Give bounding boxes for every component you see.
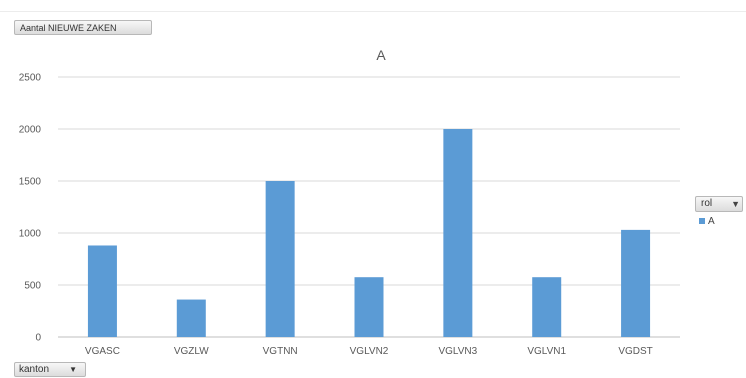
y-tick-label: 1500 bbox=[19, 177, 42, 188]
x-tick-label: VGLVN2 bbox=[350, 346, 389, 357]
value-field-button[interactable]: Aantal NIEUWE ZAKEN bbox=[14, 20, 152, 35]
chart-title: A bbox=[376, 47, 386, 63]
axis-field-button[interactable]: kanton ▼ bbox=[14, 362, 86, 377]
legend-field-button[interactable]: rol ▼ bbox=[695, 196, 743, 212]
x-tick-label: VGZLW bbox=[174, 346, 209, 357]
y-tick-label: 1000 bbox=[19, 229, 42, 240]
y-tick-label: 500 bbox=[24, 281, 41, 292]
y-tick-label: 2000 bbox=[19, 125, 42, 136]
legend-field-label: rol bbox=[701, 198, 713, 209]
filter-icon[interactable]: ▼ bbox=[731, 199, 740, 209]
bar-vglvn3[interactable] bbox=[443, 129, 473, 337]
axis-field-label: kanton bbox=[19, 364, 50, 375]
legend-swatch bbox=[699, 218, 705, 225]
top-divider bbox=[0, 11, 746, 12]
bar-vglvn2[interactable] bbox=[354, 277, 384, 337]
bar-vgasc[interactable] bbox=[87, 245, 117, 337]
x-tick-label: VGDST bbox=[618, 346, 652, 357]
legend-entry-label: A bbox=[708, 216, 715, 227]
bar-vgdst[interactable] bbox=[621, 229, 651, 337]
legend-entry: A bbox=[699, 217, 715, 227]
dropdown-arrow-icon[interactable]: ▼ bbox=[69, 365, 77, 374]
x-tick-label: VGLVN3 bbox=[438, 346, 477, 357]
value-field-label: Aantal NIEUWE ZAKEN bbox=[20, 23, 117, 33]
bar-vgtnn[interactable] bbox=[265, 181, 295, 337]
x-tick-label: VGASC bbox=[85, 346, 120, 357]
bar-vglvn1[interactable] bbox=[532, 277, 562, 337]
x-tick-label: VGTNN bbox=[263, 346, 298, 357]
y-tick-label: 0 bbox=[35, 333, 41, 344]
bar-vgzlw[interactable] bbox=[176, 299, 206, 337]
y-tick-label: 2500 bbox=[19, 73, 42, 84]
x-tick-label: VGLVN1 bbox=[527, 346, 566, 357]
